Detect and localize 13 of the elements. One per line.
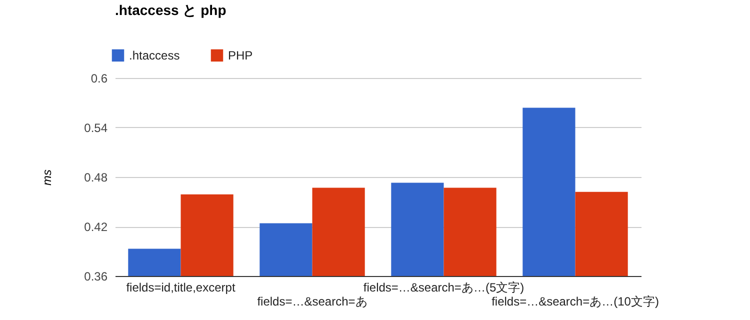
chart-title: .htaccess と php <box>115 2 226 18</box>
legend-label: PHP <box>228 48 253 62</box>
x-tick-label: fields=…&search=あ…(10文字) <box>492 294 659 308</box>
y-tick-label: 0.42 <box>84 220 108 234</box>
x-tick-label: fields=…&search=あ <box>257 294 368 308</box>
y-tick-label: 0.36 <box>84 270 108 284</box>
y-axis-title: ms <box>40 170 54 186</box>
x-tick-label: fields=…&search=あ…(5文字) <box>363 280 524 294</box>
x-tick-label: fields=id,title,excerpt <box>126 280 236 294</box>
y-tick-label: 0.48 <box>84 170 108 184</box>
y-tick-label: 0.6 <box>90 72 108 86</box>
legend-label: .htaccess <box>129 48 180 62</box>
y-tick-label: 0.54 <box>84 121 108 135</box>
